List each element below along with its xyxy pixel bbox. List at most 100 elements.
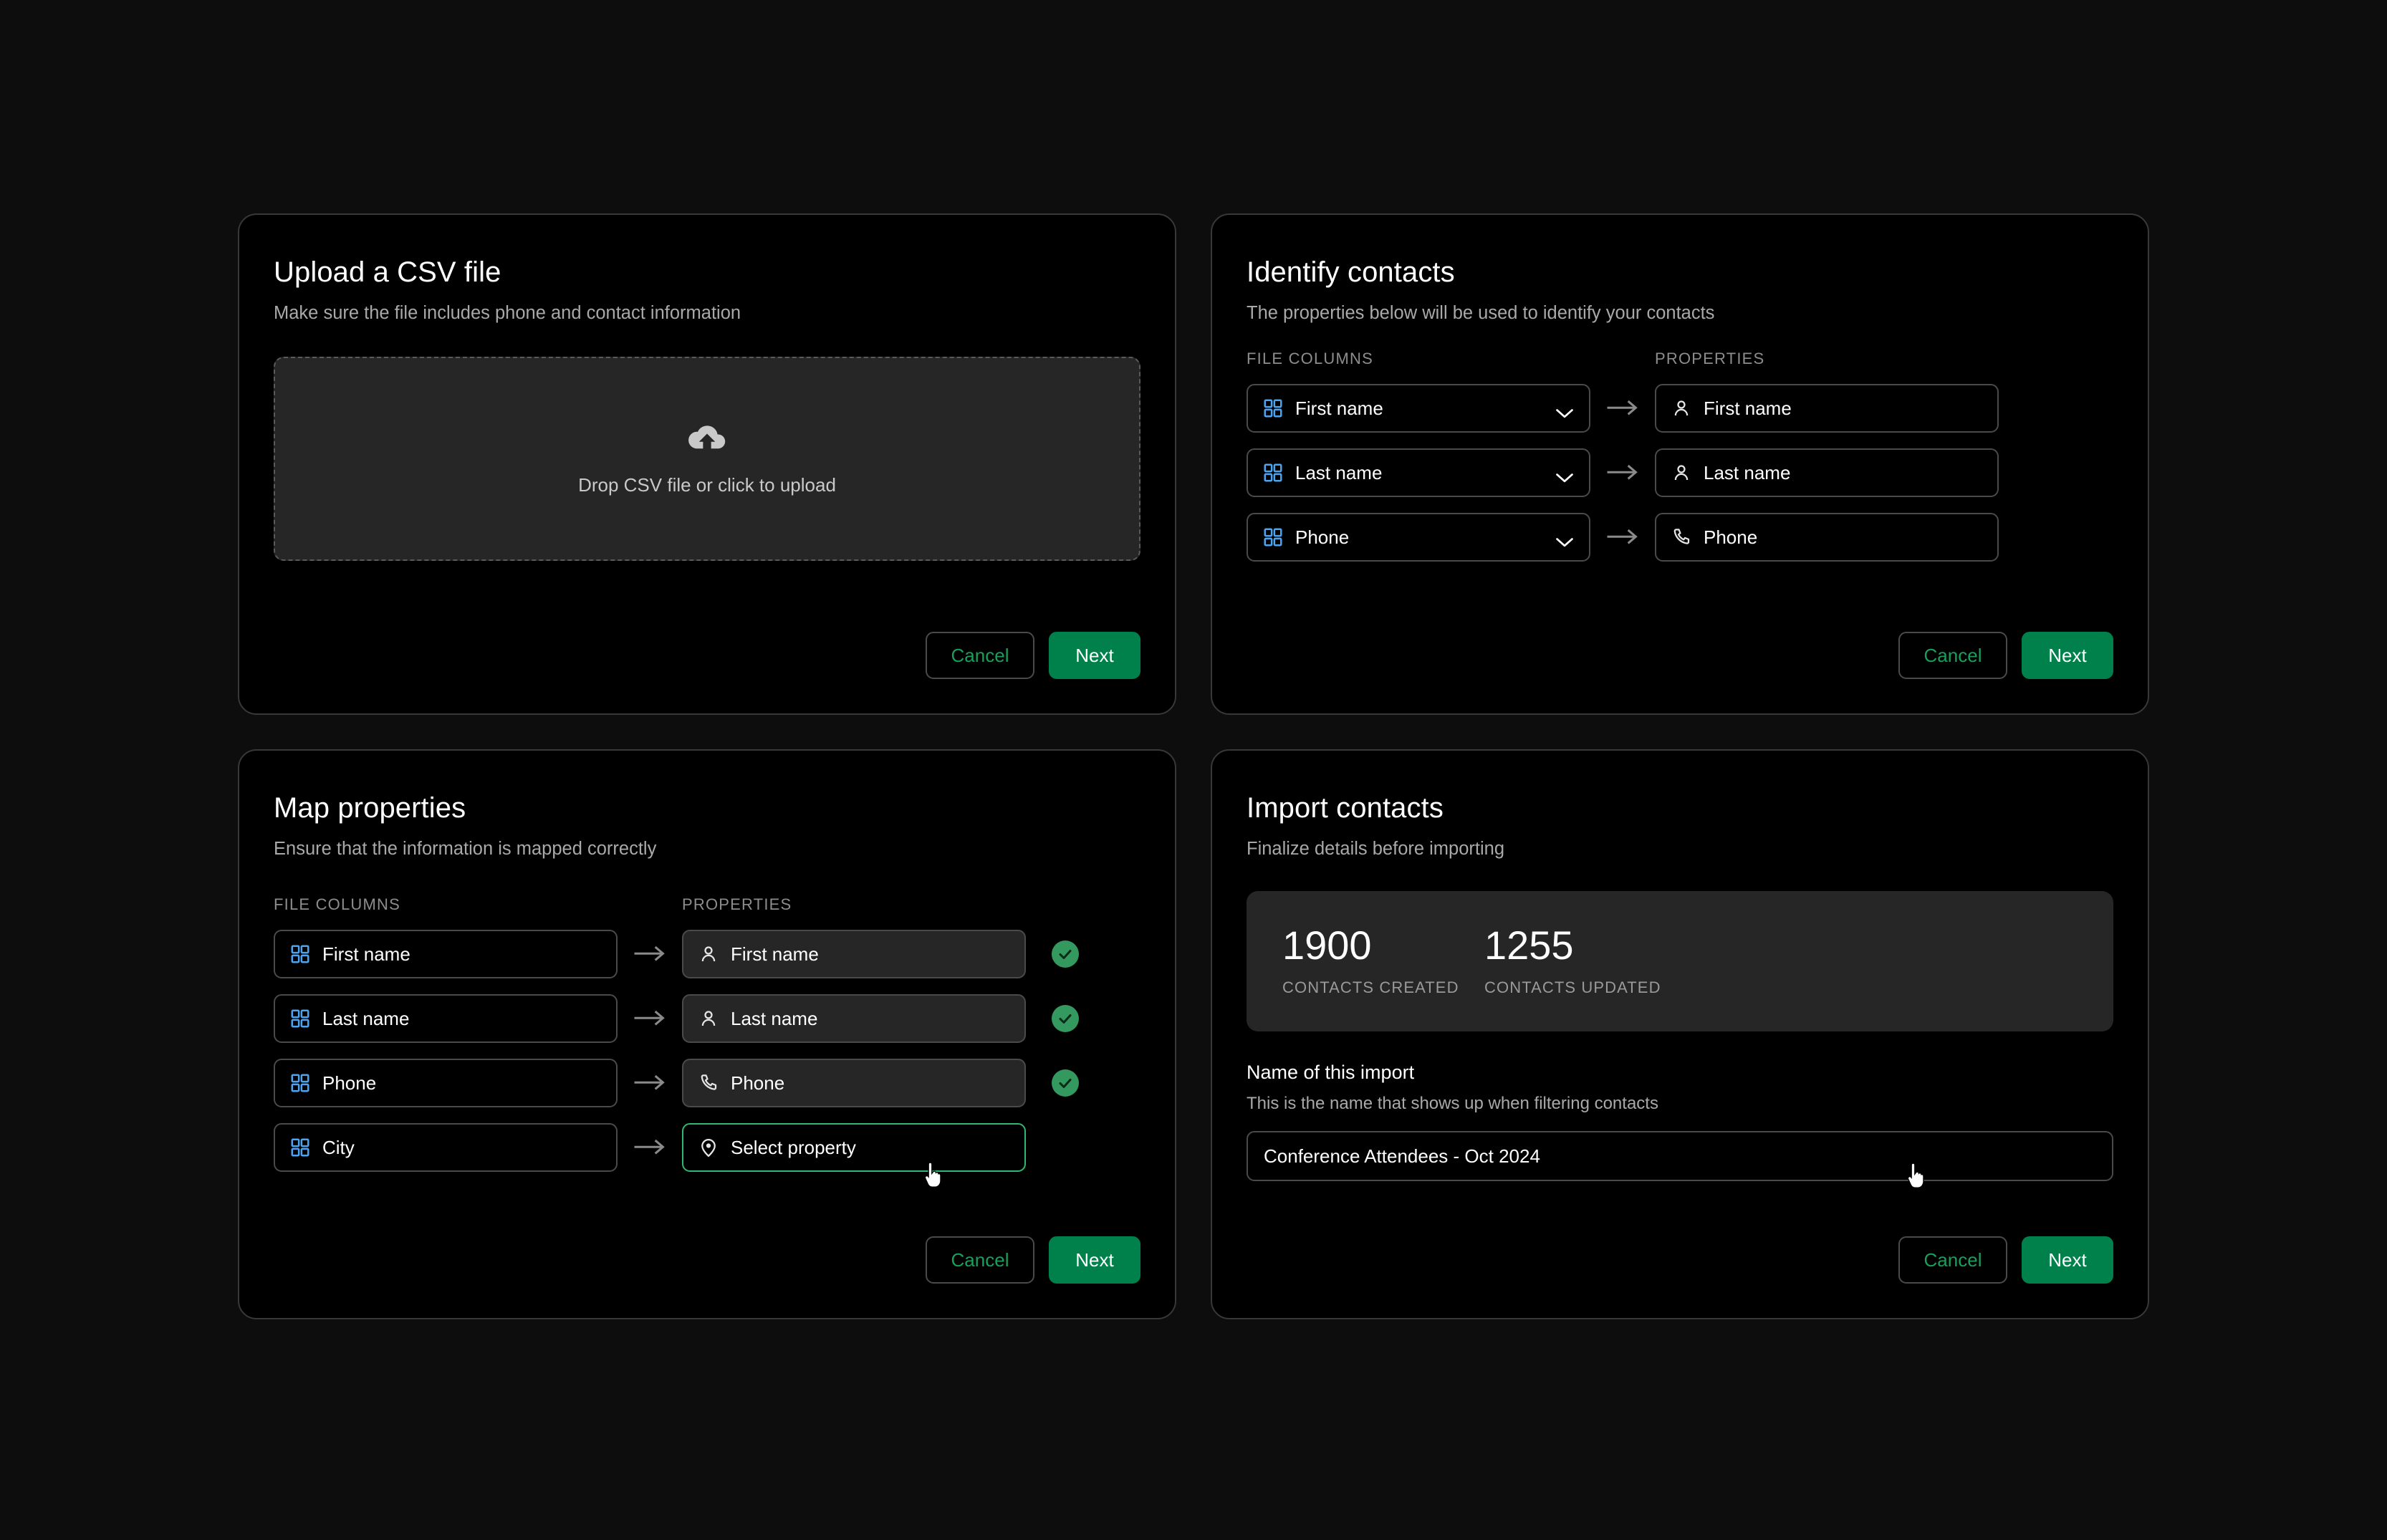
file-column-field[interactable]: Last name — [274, 994, 618, 1043]
card-subtitle: Ensure that the information is mapped co… — [274, 839, 657, 859]
upload-csv-card: Upload a CSV file Make sure the file inc… — [238, 213, 1176, 715]
grid-icon — [1262, 398, 1284, 419]
arrow-right-icon — [633, 1138, 666, 1157]
mapping-arrow — [618, 945, 682, 963]
next-button[interactable]: Next — [2022, 632, 2113, 679]
mapping-row: Last name Last name — [274, 994, 1140, 1043]
grid-icon — [289, 1137, 311, 1158]
file-column-field[interactable]: City — [274, 1123, 618, 1172]
mapping-row: Last name Last name — [1247, 448, 2113, 497]
arrow-right-icon — [1606, 399, 1639, 418]
file-column-select[interactable]: Last name — [1247, 448, 1590, 497]
next-button[interactable]: Next — [2022, 1236, 2113, 1284]
page-title: Identify contacts — [1247, 256, 1455, 288]
chevron-down-icon — [1555, 466, 1575, 482]
property-value: Last name — [1704, 461, 1791, 483]
chevron-down-icon — [1555, 531, 1575, 547]
mapping-row: First name First name — [1247, 384, 2113, 433]
property-value: Phone — [1704, 526, 1758, 548]
identify-card-actions: Cancel Next — [1898, 632, 2113, 679]
property-select[interactable]: Last name — [682, 994, 1026, 1043]
card-subtitle: The properties below will be used to ide… — [1247, 303, 1715, 323]
select-property-value: Select property — [731, 1136, 856, 1158]
property-field[interactable]: Last name — [1655, 448, 1999, 497]
property-value: Last name — [731, 1007, 818, 1029]
file-column-value: Last name — [322, 1007, 410, 1029]
cancel-button[interactable]: Cancel — [926, 632, 1034, 679]
property-select[interactable]: First name — [682, 930, 1026, 978]
map-properties-card: Map properties Ensure that the informati… — [238, 749, 1176, 1319]
arrow-right-icon — [1606, 528, 1639, 547]
properties-header: PROPERTIES — [1655, 350, 1765, 367]
arrow-right-icon — [633, 945, 666, 963]
page-title: Map properties — [274, 792, 466, 824]
phone-icon — [698, 1072, 719, 1094]
location-pin-icon — [698, 1137, 719, 1158]
property-value: Phone — [731, 1072, 785, 1094]
arrow-right-icon — [633, 1074, 666, 1092]
mapping-arrow — [1590, 463, 1655, 482]
page-title: Import contacts — [1247, 792, 1444, 824]
cancel-button[interactable]: Cancel — [1898, 632, 2007, 679]
import-card-actions: Cancel Next — [1898, 1236, 2113, 1284]
page-title: Upload a CSV file — [274, 256, 501, 288]
properties-header: PROPERTIES — [682, 895, 792, 913]
identify-mapping-grid: FILE COLUMNS PROPERTIES First name — [1247, 350, 2113, 562]
file-column-field[interactable]: First name — [274, 930, 618, 978]
arrow-right-icon — [633, 1009, 666, 1028]
stat-contacts-updated: 1255 CONTACTS UPDATED — [1484, 925, 1686, 997]
mapping-row: First name First name — [274, 930, 1140, 978]
mapping-arrow — [618, 1138, 682, 1157]
property-select[interactable]: Phone — [682, 1059, 1026, 1107]
map-mapping-grid: FILE COLUMNS PROPERTIES First name — [274, 895, 1140, 1172]
grid-icon — [289, 1072, 311, 1094]
select-property-dropdown[interactable]: Select property — [682, 1123, 1026, 1172]
property-field[interactable]: Phone — [1655, 513, 1999, 562]
file-column-value: Phone — [1295, 526, 1350, 548]
import-contacts-card: Import contacts Finalize details before … — [1211, 749, 2149, 1319]
phone-icon — [1671, 526, 1692, 548]
person-icon — [1671, 398, 1692, 419]
map-card-actions: Cancel Next — [926, 1236, 1140, 1284]
dropzone-text: Drop CSV file or click to upload — [578, 474, 836, 496]
file-column-select[interactable]: Phone — [1247, 513, 1590, 562]
file-column-select[interactable]: First name — [1247, 384, 1590, 433]
chevron-down-icon — [1555, 402, 1575, 418]
csv-dropzone[interactable]: Drop CSV file or click to upload — [274, 357, 1140, 561]
property-value: First name — [1704, 397, 1792, 419]
file-columns-header: FILE COLUMNS — [1247, 350, 1373, 367]
property-field[interactable]: First name — [1655, 384, 1999, 433]
stat-label: CONTACTS UPDATED — [1484, 978, 1661, 996]
cancel-button[interactable]: Cancel — [926, 1236, 1034, 1284]
arrow-right-icon — [1606, 463, 1639, 482]
file-column-field[interactable]: Phone — [274, 1059, 618, 1107]
mapping-arrow — [618, 1009, 682, 1028]
file-column-value: First name — [1295, 397, 1383, 419]
grid-icon — [1262, 462, 1284, 483]
status-badge-valid — [1052, 1069, 1079, 1097]
mapping-arrow — [618, 1074, 682, 1092]
file-column-value: City — [322, 1136, 355, 1158]
next-button[interactable]: Next — [1049, 632, 1140, 679]
upload-card-actions: Cancel Next — [926, 632, 1140, 679]
stat-contacts-created: 1900 CONTACTS CREATED — [1282, 925, 1484, 997]
identify-contacts-card: Identify contacts The properties below w… — [1211, 213, 2149, 715]
grid-icon — [1262, 526, 1284, 548]
mapping-row: Phone Phone — [274, 1059, 1140, 1107]
mapping-arrow — [1590, 528, 1655, 547]
grid-icon — [289, 943, 311, 965]
card-subtitle: Make sure the file includes phone and co… — [274, 303, 741, 323]
file-columns-header: FILE COLUMNS — [274, 895, 400, 913]
file-column-value: First name — [322, 943, 410, 965]
stat-label: CONTACTS CREATED — [1282, 978, 1459, 996]
file-column-value: Phone — [322, 1072, 377, 1094]
property-value: First name — [731, 943, 819, 965]
grid-icon — [289, 1008, 311, 1029]
mapping-row: Phone Phone — [1247, 513, 2113, 562]
cancel-button[interactable]: Cancel — [1898, 1236, 2007, 1284]
person-icon — [698, 943, 719, 965]
next-button[interactable]: Next — [1049, 1236, 1140, 1284]
mapping-arrow — [1590, 399, 1655, 418]
import-name-input[interactable] — [1247, 1131, 2113, 1181]
